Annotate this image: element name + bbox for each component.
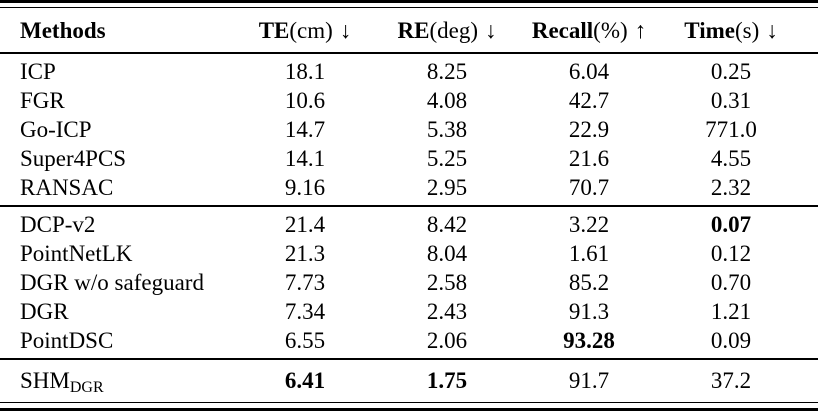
cell-recall: 91.3 bbox=[568, 299, 610, 324]
table-row: RANSAC 9.16 2.95 70.7 2.32 bbox=[0, 173, 818, 206]
method-name: DGR w/o safeguard bbox=[20, 270, 204, 295]
cell-te: 10.6 bbox=[284, 88, 326, 113]
cell-time: 1.21 bbox=[710, 299, 752, 324]
cell-time: 37.2 bbox=[710, 368, 752, 393]
cell-re: 8.42 bbox=[426, 212, 468, 237]
method-name: Go-ICP bbox=[20, 117, 92, 142]
col-header-te-unit: (cm) bbox=[289, 18, 333, 43]
method-name: PointDSC bbox=[20, 328, 114, 353]
cell-re: 2.06 bbox=[426, 328, 468, 353]
cell-te: 21.4 bbox=[284, 212, 326, 237]
down-arrow-icon: ↓ bbox=[484, 18, 497, 43]
down-arrow-icon: ↓ bbox=[339, 18, 352, 43]
table-header: Methods TE(cm) ↓ RE(deg) ↓ Recall(%) ↑ Time… bbox=[0, 7, 818, 54]
method-subscript: DGR bbox=[69, 379, 104, 396]
cell-recall: 85.2 bbox=[568, 270, 610, 295]
col-header-recall-unit: (%) bbox=[593, 18, 628, 43]
col-header-te: TE(cm) ↓ bbox=[234, 7, 376, 54]
table-row: Go-ICP 14.7 5.38 22.9 771.0 bbox=[0, 115, 818, 144]
col-header-time-unit: (s) bbox=[734, 18, 760, 43]
cell-te: 14.1 bbox=[284, 146, 326, 171]
col-header-time: Time(s) ↓ bbox=[660, 7, 818, 54]
cell-recall: 3.22 bbox=[568, 212, 610, 237]
cell-time: 771.0 bbox=[705, 117, 757, 142]
method-name: DCP-v2 bbox=[20, 212, 96, 237]
results-table: Methods TE(cm) ↓ RE(deg) ↓ Recall(%) ↑ Time… bbox=[0, 7, 818, 403]
table-row: SHMDGR 6.41 1.75 91.7 37.2 bbox=[0, 359, 818, 403]
col-header-methods: Methods bbox=[0, 7, 234, 54]
cell-recall: 1.61 bbox=[568, 241, 610, 266]
cell-time: 0.25 bbox=[710, 59, 752, 84]
cell-te: 18.1 bbox=[284, 59, 326, 84]
method-name: ICP bbox=[20, 59, 56, 84]
method-name: Super4PCS bbox=[20, 146, 127, 171]
cell-te: 9.16 bbox=[284, 175, 326, 200]
method-name: FGR bbox=[20, 88, 65, 113]
cell-re: 8.04 bbox=[426, 241, 468, 266]
method-name: RANSAC bbox=[20, 175, 114, 200]
cell-te: 7.73 bbox=[284, 270, 326, 295]
table-row: Super4PCS 14.1 5.25 21.6 4.55 bbox=[0, 144, 818, 173]
cell-recall: 42.7 bbox=[568, 88, 610, 113]
table-row: ICP 18.1 8.25 6.04 0.25 bbox=[0, 53, 818, 86]
cell-time: 0.70 bbox=[710, 270, 752, 295]
down-arrow-icon: ↓ bbox=[766, 18, 778, 43]
cell-re: 2.58 bbox=[426, 270, 468, 295]
table-row: DGR 7.34 2.43 91.3 1.21 bbox=[0, 297, 818, 326]
cell-time: 4.55 bbox=[710, 146, 752, 171]
col-header-re: RE(deg) ↓ bbox=[376, 7, 518, 54]
cell-time: 0.12 bbox=[710, 241, 752, 266]
cell-time: 2.32 bbox=[710, 175, 752, 200]
learning-methods-group: DCP-v2 21.4 8.42 3.22 0.07 PointNetLK 21… bbox=[0, 206, 818, 359]
cell-recall: 91.7 bbox=[568, 368, 610, 393]
cell-recall: 6.04 bbox=[568, 59, 610, 84]
cell-te: 6.41 bbox=[284, 368, 326, 393]
table-row: FGR 10.6 4.08 42.7 0.31 bbox=[0, 86, 818, 115]
col-header-recall-label: Recall bbox=[531, 18, 594, 43]
cell-re: 4.08 bbox=[426, 88, 468, 113]
col-header-re-label: RE bbox=[397, 18, 430, 43]
cell-time: 0.31 bbox=[710, 88, 752, 113]
cell-re: 5.38 bbox=[426, 117, 468, 142]
cell-te: 21.3 bbox=[284, 241, 326, 266]
up-arrow-icon: ↑ bbox=[634, 18, 647, 43]
cell-re: 5.25 bbox=[426, 146, 468, 171]
col-header-re-unit: (deg) bbox=[429, 18, 478, 43]
method-name: PointNetLK bbox=[20, 241, 133, 266]
cell-te: 7.34 bbox=[284, 299, 326, 324]
col-header-te-label: TE bbox=[258, 18, 290, 43]
table-row: PointNetLK 21.3 8.04 1.61 0.12 bbox=[0, 239, 818, 268]
cell-te: 14.7 bbox=[284, 117, 326, 142]
cell-time: 0.07 bbox=[710, 212, 752, 237]
table-row: PointDSC 6.55 2.06 93.28 0.09 bbox=[0, 326, 818, 359]
col-header-recall: Recall(%) ↑ bbox=[518, 7, 660, 54]
method-name: DGR bbox=[20, 299, 69, 324]
table-row: DCP-v2 21.4 8.42 3.22 0.07 bbox=[0, 206, 818, 239]
col-header-time-label: Time bbox=[684, 18, 735, 43]
cell-recall: 21.6 bbox=[568, 146, 610, 171]
cell-recall: 93.28 bbox=[563, 328, 615, 353]
cell-recall: 70.7 bbox=[568, 175, 610, 200]
cell-re: 8.25 bbox=[426, 59, 468, 84]
cell-time: 0.09 bbox=[710, 328, 752, 353]
header-row: Methods TE(cm) ↓ RE(deg) ↓ Recall(%) ↑ Time… bbox=[0, 7, 818, 54]
cell-recall: 22.9 bbox=[568, 117, 610, 142]
method-name: SHMDGR bbox=[0, 359, 234, 403]
classical-methods-group: ICP 18.1 8.25 6.04 0.25 FGR 10.6 4.08 42… bbox=[0, 53, 818, 206]
proposed-method-group: SHMDGR 6.41 1.75 91.7 37.2 bbox=[0, 359, 818, 403]
cell-re: 2.95 bbox=[426, 175, 468, 200]
cell-re: 2.43 bbox=[426, 299, 468, 324]
table-row: DGR w/o safeguard 7.73 2.58 85.2 0.70 bbox=[0, 268, 818, 297]
cell-re: 1.75 bbox=[426, 368, 468, 393]
method-base: SHM bbox=[20, 368, 70, 393]
cell-te: 6.55 bbox=[284, 328, 326, 353]
